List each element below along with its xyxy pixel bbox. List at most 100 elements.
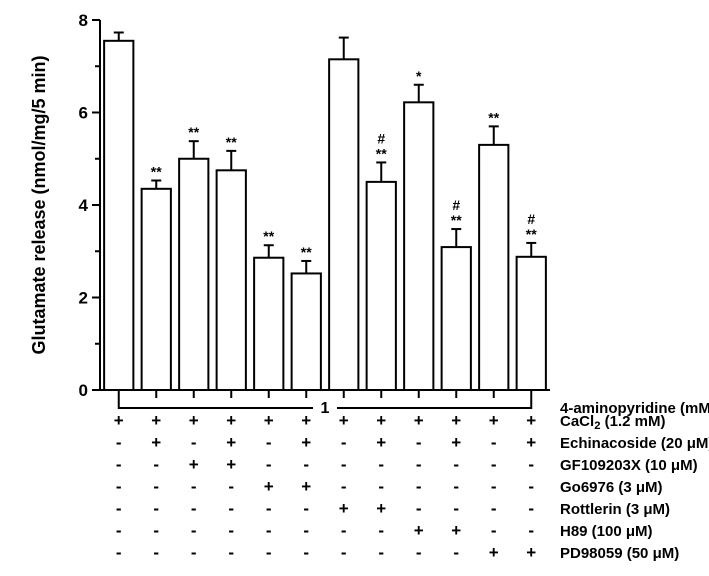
significance-marker: **	[526, 226, 537, 242]
condition-sign: -	[191, 499, 197, 518]
y-tick-label: 0	[79, 381, 88, 400]
condition-sign: -	[191, 543, 197, 562]
condition-sign: -	[153, 521, 159, 540]
condition-sign: -	[266, 433, 272, 452]
condition-sign: -	[191, 477, 197, 496]
condition-sign: +	[451, 521, 461, 540]
condition-sign: +	[451, 411, 461, 430]
condition-sign: -	[228, 521, 234, 540]
bar	[329, 59, 358, 390]
condition-sign: +	[189, 411, 199, 430]
condition-sign: +	[376, 433, 386, 452]
significance-marker: *	[416, 68, 422, 84]
condition-sign: -	[341, 433, 347, 452]
condition-sign: -	[116, 521, 122, 540]
bar	[179, 159, 208, 390]
glutamate-release-bar-chart: 02468Glutamate release (nmol/mg/5 min)**…	[0, 0, 709, 576]
condition-sign: -	[266, 499, 272, 518]
condition-sign: -	[266, 455, 272, 474]
y-tick-label: 4	[79, 196, 89, 215]
condition-sign: -	[266, 521, 272, 540]
condition-sign: -	[491, 433, 497, 452]
condition-sign: -	[378, 455, 384, 474]
condition-sign: +	[226, 455, 236, 474]
significance-marker: #	[452, 197, 460, 213]
condition-sign: +	[414, 521, 424, 540]
condition-sign: +	[264, 411, 274, 430]
condition-sign: +	[301, 477, 311, 496]
bar	[442, 247, 471, 390]
bar	[292, 273, 321, 390]
significance-marker: **	[226, 134, 237, 150]
condition-row-label: H89 (100 μM)	[560, 523, 653, 540]
condition-sign: -	[116, 499, 122, 518]
bar	[104, 41, 133, 390]
significance-marker: **	[263, 228, 274, 244]
condition-sign: +	[226, 433, 236, 452]
condition-sign: -	[303, 499, 309, 518]
condition-sign: -	[153, 477, 159, 496]
condition-sign: -	[228, 499, 234, 518]
condition-sign: +	[489, 411, 499, 430]
condition-bracket	[119, 398, 313, 408]
condition-sign: -	[341, 543, 347, 562]
condition-sign: -	[378, 477, 384, 496]
significance-marker: **	[451, 212, 462, 228]
condition-sign: +	[376, 411, 386, 430]
condition-sign: +	[489, 543, 499, 562]
condition-sign: +	[189, 455, 199, 474]
condition-row-label: Echinacoside (20 μM)	[560, 435, 709, 452]
condition-sign: -	[491, 499, 497, 518]
condition-sign: -	[116, 477, 122, 496]
condition-sign: -	[416, 499, 422, 518]
condition-row-label: GF109203X (10 μM)	[560, 457, 698, 474]
condition-sign: +	[151, 411, 161, 430]
condition-sign: -	[303, 543, 309, 562]
condition-row-label: CaCl2 (1.2 mM)	[560, 413, 665, 432]
condition-sign: -	[491, 455, 497, 474]
condition-sign: -	[416, 433, 422, 452]
condition-sign: +	[526, 543, 536, 562]
y-tick-label: 6	[79, 104, 88, 123]
significance-marker: #	[377, 130, 385, 146]
condition-sign: +	[301, 433, 311, 452]
condition-row-label: PD98059 (50 μM)	[560, 545, 679, 562]
bar	[217, 170, 246, 390]
condition-sign: -	[303, 455, 309, 474]
condition-sign: -	[341, 521, 347, 540]
bracket-label: 1	[321, 400, 330, 417]
bar	[367, 182, 396, 390]
condition-sign: +	[451, 433, 461, 452]
condition-sign: -	[266, 543, 272, 562]
significance-marker: **	[301, 244, 312, 260]
condition-sign: -	[491, 477, 497, 496]
condition-sign: -	[453, 543, 459, 562]
condition-sign: -	[153, 499, 159, 518]
significance-marker: **	[188, 124, 199, 140]
condition-row-label: Rottlerin (3 μM)	[560, 501, 670, 518]
condition-sign: +	[264, 477, 274, 496]
condition-sign: -	[453, 455, 459, 474]
significance-marker: **	[151, 163, 162, 179]
condition-sign: +	[301, 411, 311, 430]
y-tick-label: 8	[79, 11, 88, 30]
significance-marker: **	[376, 145, 387, 161]
condition-sign: -	[153, 455, 159, 474]
condition-sign: +	[339, 411, 349, 430]
condition-sign: -	[528, 521, 534, 540]
bar	[404, 102, 433, 390]
condition-sign: -	[341, 455, 347, 474]
condition-sign: -	[228, 543, 234, 562]
condition-sign: -	[453, 477, 459, 496]
bar	[479, 145, 508, 390]
condition-sign: -	[528, 477, 534, 496]
bar	[142, 189, 171, 390]
condition-sign: +	[526, 411, 536, 430]
condition-sign: -	[303, 521, 309, 540]
y-axis-label: Glutamate release (nmol/mg/5 min)	[29, 55, 49, 354]
bar	[517, 257, 546, 390]
y-tick-label: 2	[79, 289, 88, 308]
condition-sign: -	[378, 543, 384, 562]
condition-row-label: Go6976 (3 μM)	[560, 479, 663, 496]
significance-marker: #	[527, 211, 535, 227]
